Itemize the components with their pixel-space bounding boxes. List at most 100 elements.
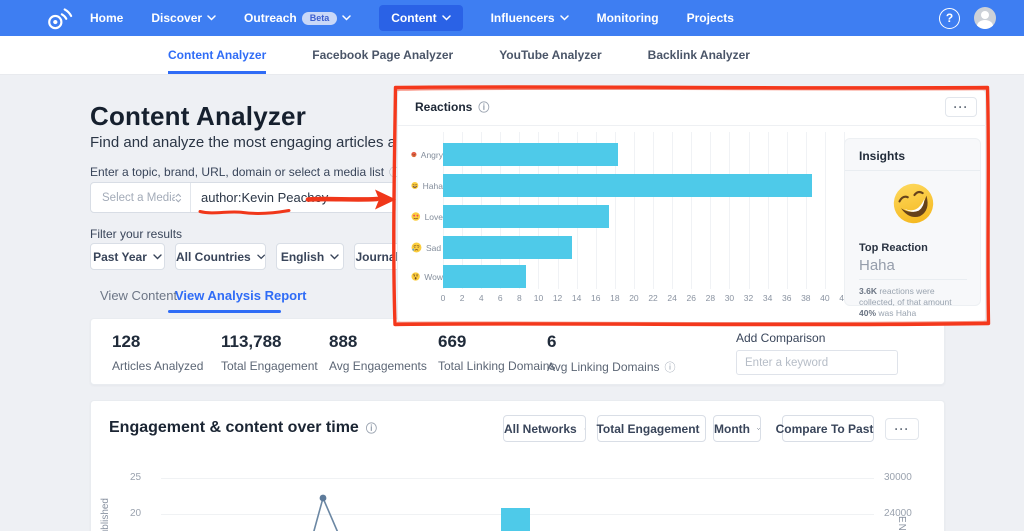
tab-view-content[interactable]: View Content [100, 288, 177, 303]
info-icon[interactable]: ⓘ [478, 99, 489, 115]
bar-haha[interactable] [443, 174, 812, 197]
select-arrows-icon [175, 192, 182, 204]
stat-label: Total Engagement [221, 359, 318, 373]
active-tab-underline [168, 310, 281, 313]
nav-item-influencers[interactable]: Influencers [491, 11, 569, 25]
info-icon[interactable]: ⓘ [366, 420, 377, 436]
divider [859, 279, 967, 280]
filter-language[interactable]: English [276, 243, 344, 270]
compare-dropdown[interactable]: Compare To Past [782, 415, 874, 442]
chevron-down-icon [257, 254, 265, 260]
gridline [653, 132, 654, 289]
chevron-down-icon [207, 15, 216, 21]
x-axis-tick-label: 6 [498, 293, 503, 303]
buzzsumo-logo-icon[interactable] [44, 5, 78, 31]
tab-youtube-analyzer[interactable]: YouTube Analyzer [499, 36, 601, 74]
line-data-point[interactable] [320, 495, 327, 502]
tab-backlink-analyzer[interactable]: Backlink Analyzer [648, 36, 750, 74]
stat-label: Articles Analyzed [112, 359, 203, 373]
reaction-row-label-love: Love [411, 205, 443, 228]
note-percent: 40% [859, 308, 876, 318]
nav-item-home[interactable]: Home [90, 11, 123, 25]
filter-label: Past Year [93, 250, 147, 264]
x-axis-tick-label: 38 [801, 293, 810, 303]
section-title-text: Engagement & content over time [109, 419, 359, 437]
dropdown-label: All Networks [504, 422, 577, 436]
bar-love[interactable] [443, 205, 609, 228]
x-axis-tick-label: 26 [687, 293, 696, 303]
x-axis-tick-label: 40 [820, 293, 829, 303]
reactions-bar-chart [443, 132, 844, 289]
dropdown-label: Month [714, 422, 750, 436]
stat-value: 888 [329, 332, 427, 352]
x-axis-tick-label: 24 [667, 293, 676, 303]
note-count: 3.6K [859, 286, 877, 296]
x-axis-tick-label: 16 [591, 293, 600, 303]
filter-date-range[interactable]: Past Year [90, 243, 165, 270]
reaction-label-text: Love [425, 212, 443, 222]
x-axis-tick-label: 12 [553, 293, 562, 303]
nav-item-projects[interactable]: Projects [687, 11, 734, 25]
page-title: Content Analyzer [90, 101, 306, 132]
comparison-keyword-input[interactable] [736, 350, 898, 375]
gridline [825, 132, 826, 289]
tab-content-analyzer[interactable]: Content Analyzer [168, 36, 266, 74]
reaction-label-text: Wow [424, 272, 443, 282]
nav-item-outreach[interactable]: Outreach Beta [244, 11, 351, 25]
x-axis-tick-labels: 024681012141618202224262830323436384042 [443, 293, 844, 303]
networks-dropdown[interactable]: All Networks [503, 415, 586, 442]
stat-value: 669 [438, 332, 555, 352]
metric-dropdown[interactable]: Total Engagement [597, 415, 706, 442]
tab-view-analysis-report[interactable]: View Analysis Report [175, 288, 307, 303]
chevron-down-icon [757, 426, 760, 432]
stat-avg-engagements: 888 Avg Engagements [329, 332, 427, 373]
top-reaction-label: Top Reaction [859, 242, 928, 254]
wow-emoji-icon [411, 271, 420, 282]
info-icon[interactable]: ⓘ [665, 359, 676, 375]
nav-item-content[interactable]: Content [379, 5, 462, 31]
panel-title-text: Reactions [415, 100, 472, 114]
divider [845, 170, 980, 171]
x-axis-tick-label: 32 [744, 293, 753, 303]
filter-label: All Countries [176, 250, 251, 264]
search-label-text: Enter a topic, brand, URL, domain or sel… [90, 165, 384, 179]
stat-value: 113,788 [221, 332, 318, 352]
reaction-row-label-haha: Haha [411, 174, 443, 197]
top-reaction-value: Haha [859, 257, 895, 274]
bar-sad[interactable] [443, 236, 572, 259]
left-axis-tick: 25 [130, 472, 141, 483]
page-subtitle: Find and analyze the most engaging artic… [90, 134, 445, 151]
x-axis-tick-label: 14 [572, 293, 581, 303]
x-axis-tick-label: 30 [725, 293, 734, 303]
reactions-more-button[interactable]: ··· [945, 97, 977, 117]
filter-results-label: Filter your results [90, 227, 182, 241]
stat-value: 6 [547, 332, 676, 352]
beta-badge: Beta [302, 12, 338, 25]
help-button[interactable]: ? [939, 8, 960, 29]
insights-title: Insights [859, 149, 905, 163]
search-label: Enter a topic, brand, URL, domain or sel… [90, 164, 400, 180]
nav-item-label: Discover [151, 11, 202, 25]
tab-facebook-page-analyzer[interactable]: Facebook Page Analyzer [312, 36, 453, 74]
user-avatar[interactable] [974, 7, 996, 29]
right-axis-title: ENGAGEMENT [896, 516, 907, 531]
haha-emoji-icon [411, 180, 419, 191]
nav-item-discover[interactable]: Discover [151, 11, 216, 25]
x-axis-tick-label: 34 [763, 293, 772, 303]
engagement-bar[interactable] [501, 508, 530, 531]
media-list-select[interactable]: Select a Media ... [91, 183, 191, 212]
search-input[interactable] [191, 183, 395, 212]
x-axis-tick-label: 22 [648, 293, 657, 303]
engagement-more-button[interactable]: ··· [885, 418, 919, 440]
dropdown-label: Compare To Past [776, 422, 874, 436]
stat-label: Avg Engagements [329, 359, 427, 373]
filter-countries[interactable]: All Countries [175, 243, 266, 270]
question-mark-icon: ? [946, 11, 953, 25]
search-group: Select a Media ... [90, 182, 396, 213]
nav-item-monitoring[interactable]: Monitoring [597, 11, 659, 25]
bar-angry[interactable] [443, 143, 618, 166]
angry-emoji-icon [411, 149, 417, 160]
interval-dropdown[interactable]: Month [713, 415, 761, 442]
chevron-down-icon [342, 15, 351, 21]
bar-wow[interactable] [443, 265, 526, 288]
